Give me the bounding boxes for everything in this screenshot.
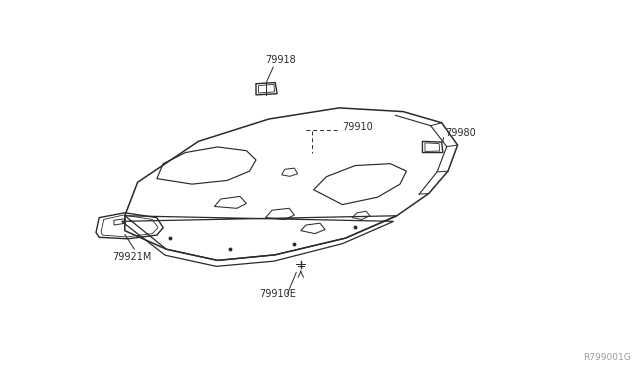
- Text: R799001G: R799001G: [582, 353, 630, 362]
- Text: 79918: 79918: [266, 55, 296, 65]
- Text: 79921M: 79921M: [112, 252, 152, 262]
- Text: 79910: 79910: [342, 122, 373, 132]
- Text: 79980: 79980: [445, 128, 476, 138]
- Text: 79910E: 79910E: [259, 289, 296, 299]
